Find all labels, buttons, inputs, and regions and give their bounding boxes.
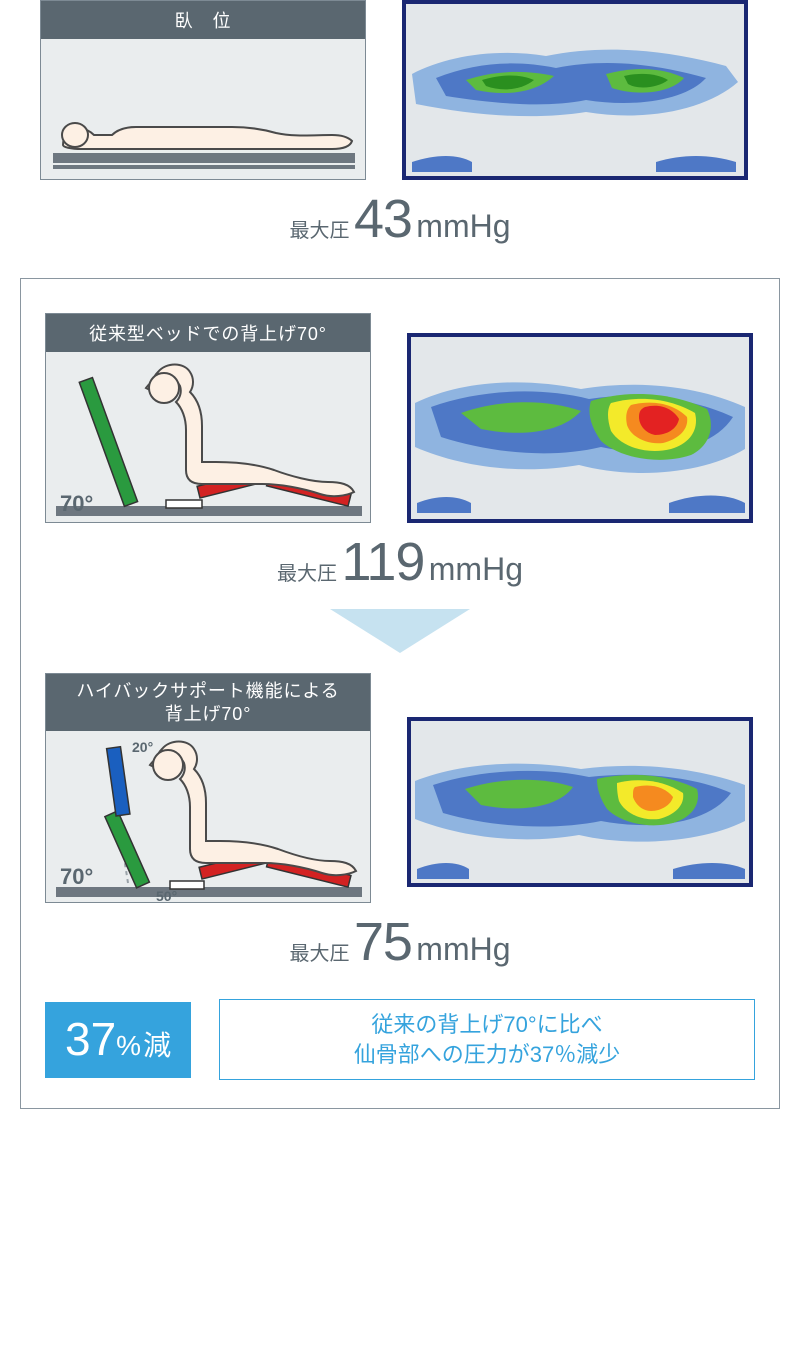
comparison-card: 従来型ベッドでの背上げ70° 70° (20, 278, 780, 1109)
highback-title: ハイバックサポート機能による 背上げ70° (46, 674, 370, 731)
angle-50: 50° (156, 888, 177, 904)
angle-70: 70° (60, 491, 93, 517)
conventional-heatmap (407, 333, 753, 523)
summary-text: 従来の背上げ70°に比べ 仙骨部への圧力が37％減少 (219, 999, 755, 1080)
reduction-badge: 37 % 減 (45, 1002, 191, 1078)
metric-label: 最大圧 (289, 943, 349, 965)
metric-value: 119 (341, 532, 424, 592)
metric-unit: mmHg (416, 931, 510, 967)
supine-panel: 臥 位 (40, 0, 366, 180)
supine-heatmap (402, 0, 748, 180)
highback-title-line1: ハイバックサポート機能による (76, 681, 339, 701)
metric-unit: mmHg (416, 208, 510, 244)
pct-value: 37 (65, 1012, 116, 1066)
highback-illustration: 70° 20° 50° (46, 731, 370, 912)
pct-suffix: 減 (143, 1024, 171, 1064)
summary-line2: 仙骨部への圧力が37％減少 (354, 1042, 620, 1067)
metric-label: 最大圧 (277, 563, 337, 585)
highback-title-line2: 背上げ70° (165, 704, 252, 724)
conventional-row: 従来型ベッドでの背上げ70° 70° (45, 313, 755, 523)
highback-panel: ハイバックサポート機能による 背上げ70° 70° 20° 50° (45, 673, 371, 903)
highback-heatmap (407, 717, 753, 887)
supine-section: 臥 位 (0, 0, 800, 250)
metric-unit: mmHg (429, 551, 523, 587)
angle-20: 20° (132, 739, 153, 755)
supine-metric: 最大圧 43 mmHg (40, 188, 760, 250)
down-arrow-icon (330, 609, 470, 653)
conventional-metric: 最大圧 119 mmHg (45, 531, 755, 593)
conventional-illustration: 70° (46, 352, 370, 531)
metric-value: 75 (354, 912, 412, 972)
summary-row: 37 % 減 従来の背上げ70°に比べ 仙骨部への圧力が37％減少 (45, 999, 755, 1080)
supine-illustration (41, 39, 365, 188)
highback-metric: 最大圧 75 mmHg (45, 911, 755, 973)
metric-label: 最大圧 (289, 220, 349, 242)
conventional-panel: 従来型ベッドでの背上げ70° 70° (45, 313, 371, 523)
pct-symbol: % (116, 1030, 141, 1062)
supine-title: 臥 位 (41, 1, 365, 39)
angle-70: 70° (60, 864, 93, 890)
supine-row: 臥 位 (40, 0, 760, 180)
conventional-title: 従来型ベッドでの背上げ70° (46, 314, 370, 352)
highback-row: ハイバックサポート機能による 背上げ70° 70° 20° 50° (45, 673, 755, 903)
summary-line1: 従来の背上げ70°に比べ (371, 1012, 602, 1037)
metric-value: 43 (354, 189, 412, 249)
